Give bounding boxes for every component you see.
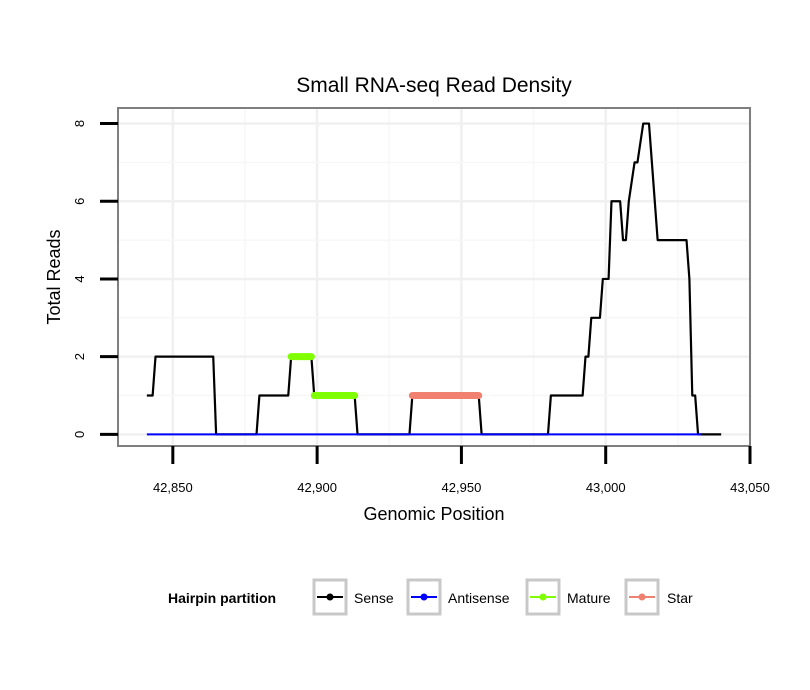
y-tick-label: 6 bbox=[72, 198, 87, 205]
legend-title: Hairpin partition bbox=[168, 590, 276, 606]
grid bbox=[118, 108, 752, 446]
legend-item-star: Star bbox=[624, 578, 693, 616]
y-axis-title: Total Reads bbox=[44, 229, 64, 324]
y-axis: 0 2 4 6 8 bbox=[72, 120, 118, 438]
legend-label: Mature bbox=[567, 590, 611, 606]
x-tick-label: 43,000 bbox=[586, 480, 626, 495]
x-axis: 42,850 42,900 42,950 43,000 43,050 bbox=[153, 446, 770, 495]
legend-label: Star bbox=[667, 590, 693, 606]
x-tick-label: 42,900 bbox=[297, 480, 337, 495]
x-tick-label: 42,950 bbox=[442, 480, 482, 495]
legend-key-point bbox=[539, 593, 547, 601]
plot-panel-border bbox=[117, 107, 751, 447]
legend-label: Antisense bbox=[448, 590, 510, 606]
y-tick-label: 2 bbox=[72, 353, 87, 360]
plot-area bbox=[146, 122, 722, 436]
legend-item-antisense: Antisense bbox=[406, 578, 510, 616]
legend-key-point bbox=[326, 593, 334, 601]
y-tick-label: 0 bbox=[72, 431, 87, 438]
x-tick-label: 42,850 bbox=[153, 480, 193, 495]
legend-key-point bbox=[420, 593, 428, 601]
chart-title: Small RNA-seq Read Density bbox=[296, 74, 572, 97]
series-line-sense bbox=[146, 122, 722, 436]
legend-label: Sense bbox=[354, 590, 394, 606]
y-tick-label: 4 bbox=[72, 275, 87, 282]
legend-item-sense: Sense bbox=[312, 578, 394, 616]
legend-key-point bbox=[638, 593, 646, 601]
legend-item-mature: Mature bbox=[525, 578, 611, 616]
x-axis-title: Genomic Position bbox=[363, 504, 504, 524]
y-tick-label: 8 bbox=[72, 120, 87, 127]
legend: Hairpin partition Sense Antisense Mature St… bbox=[168, 578, 693, 616]
x-tick-label: 43,050 bbox=[730, 480, 770, 495]
